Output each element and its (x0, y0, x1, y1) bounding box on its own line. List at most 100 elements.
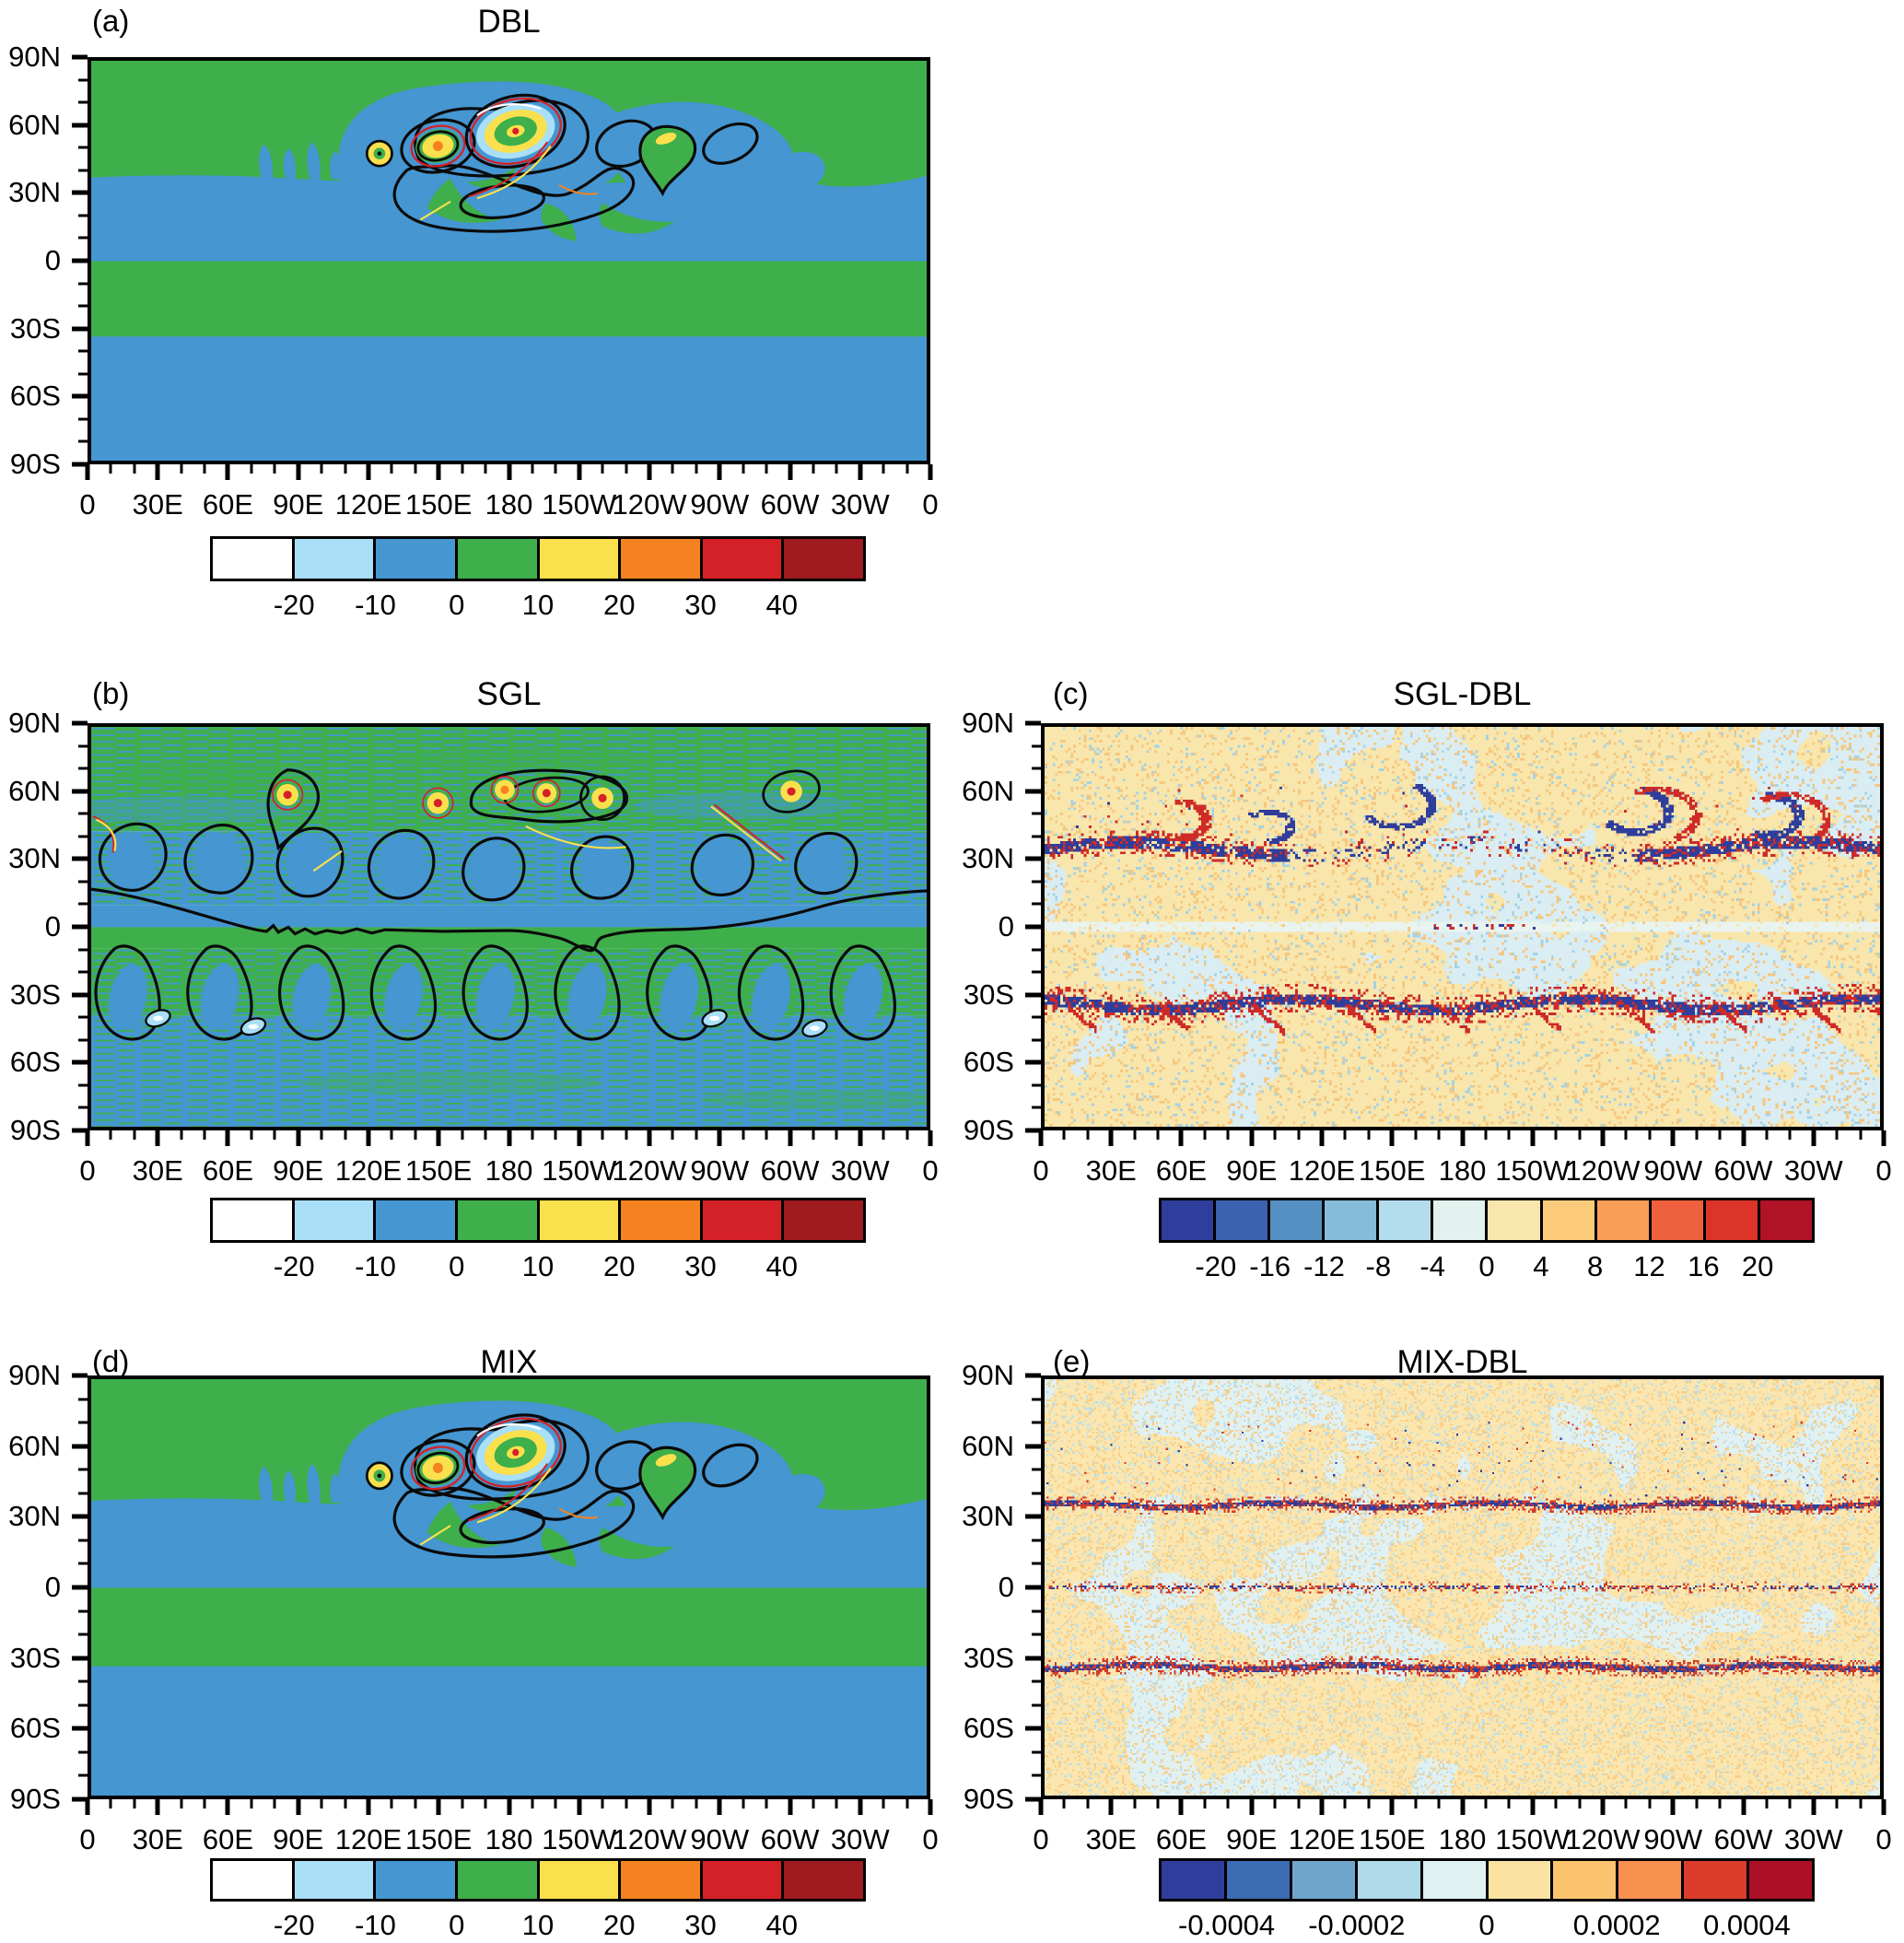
colorbar-tick-label: 30 (684, 1909, 717, 1941)
axis-tick (1437, 1799, 1441, 1808)
colorbar-tick-label: 0 (449, 589, 465, 621)
x-axis-labels: 0 30E 60E 90E 120E 150E 180 150W 120W 90W 60W 30W 0 (79, 1823, 938, 1856)
x-axis-tick-label: 120W (612, 1823, 687, 1855)
x-axis-tick-label: 30W (1783, 1154, 1843, 1187)
colorbar-segment (536, 1200, 619, 1240)
axis-tick (72, 1128, 88, 1133)
x-axis-tick-label: 150W (542, 488, 617, 521)
x-axis-tick-label: 120W (1565, 1823, 1641, 1855)
axis-tick (203, 1130, 206, 1140)
axis-tick (882, 1799, 885, 1808)
y-axis-tick-label: 0 (998, 910, 1014, 942)
x-axis-tick-label: 0 (922, 1154, 939, 1187)
axis-tick (647, 1799, 652, 1815)
axis-tick (695, 464, 698, 474)
map-plot-mix (88, 1375, 930, 1799)
axis-tick (554, 1130, 557, 1140)
panel-letter: (d) (92, 1344, 130, 1378)
axis-tick (1859, 1130, 1863, 1140)
colorbar-tick-label: -20 (1195, 1250, 1237, 1282)
x-axis-tick-label: 60E (202, 1823, 254, 1855)
axis-tick (78, 948, 88, 952)
colorbar-segment (1616, 1861, 1682, 1899)
axis-tick (390, 1799, 393, 1808)
axis-tick (1025, 1373, 1041, 1378)
colorbar-segment (1431, 1200, 1486, 1240)
axis-tick (78, 1773, 88, 1777)
axis-tick (366, 1799, 371, 1815)
colorbar-tick-label: -20 (273, 589, 315, 621)
y-axis-tick-label: 90S (963, 1783, 1014, 1815)
y-axis-tick-label: 30N (8, 176, 61, 209)
colorbar-tick-label: 0 (449, 1909, 465, 1941)
x-axis-tick-label: 30W (830, 1154, 890, 1187)
axis-tick (1695, 1799, 1699, 1808)
y-axis-labels: 90N 60N 30N 0 30S 60S 90S (0, 707, 61, 1146)
axis-tick (72, 1514, 88, 1519)
axis-tick (72, 326, 88, 332)
axis-tick (1032, 880, 1041, 884)
axis-tick (72, 1797, 88, 1802)
colorbar-segment (1376, 1200, 1431, 1240)
x-axis-tick-label: 0 (79, 1154, 96, 1187)
x-axis-tick-label: 150E (405, 1154, 473, 1187)
colorbar-segment (699, 1200, 782, 1240)
x-axis-tick-label: 0 (922, 488, 939, 521)
axis-tick (1032, 1773, 1041, 1777)
axis-tick (1367, 1799, 1371, 1808)
axis-tick (1530, 1130, 1536, 1146)
axis-tick (78, 835, 88, 838)
axis-tick (273, 1130, 276, 1140)
y-axis-tick-label: 30N (8, 842, 61, 875)
colorbar-segment (1594, 1200, 1649, 1240)
x-axis-tick-label: 120W (612, 1154, 687, 1187)
colorbar-segment (781, 1861, 863, 1899)
axis-tick (85, 1799, 90, 1815)
axis-tick (78, 78, 88, 82)
axis-tick (1032, 1633, 1041, 1636)
colorbar-tick-label: -10 (355, 589, 396, 621)
axis-tick (625, 1799, 628, 1808)
axis-tick (78, 1015, 88, 1019)
axis-tick (507, 1130, 511, 1146)
colorbar-tick-label: -16 (1249, 1250, 1291, 1282)
axis-tick (78, 1680, 88, 1683)
axis-tick (1108, 1799, 1114, 1815)
colorbar-tick-label: 30 (684, 1250, 717, 1282)
colorbar-tick-label: 10 (521, 589, 555, 621)
map-art-sgl (91, 727, 927, 1127)
axis-tick (742, 1130, 745, 1140)
x-axis-labels: 0 30E 60E 90E 120E 150E 180 150W 120W 90W 60W 30W 0 (79, 1154, 938, 1188)
x-axis-tick-label: 60W (1713, 1154, 1773, 1187)
axis-tick (882, 464, 885, 474)
axis-tick (78, 349, 88, 353)
map-art-dbl (91, 61, 927, 461)
colorbar-tick-label: -20 (273, 1909, 315, 1941)
y-axis-ticks (67, 720, 88, 1133)
x-axis-ticks (85, 464, 933, 483)
axis-tick (1032, 1609, 1041, 1613)
axis-tick (1025, 1656, 1041, 1661)
axis-tick (1178, 1799, 1184, 1815)
axis-tick (461, 1130, 464, 1140)
axis-tick (72, 393, 88, 399)
y-axis-tick-label: 90N (8, 707, 61, 739)
axis-tick (717, 1799, 722, 1815)
y-axis-tick-label: 90S (9, 1114, 61, 1146)
y-axis-tick-label: 90S (9, 448, 61, 480)
axis-tick (78, 744, 88, 748)
x-axis-tick-label: 60E (1155, 1823, 1208, 1855)
axis-tick (1025, 1128, 1041, 1133)
axis-tick (78, 970, 88, 974)
x-axis-tick-label: 90E (1226, 1154, 1278, 1187)
axis-tick (1062, 1799, 1066, 1808)
x-axis-tick-label: 90W (1643, 1154, 1703, 1187)
axis-tick (72, 924, 88, 930)
axis-tick (320, 464, 323, 474)
colorbar-tick-label: 4 (1533, 1250, 1549, 1282)
axis-tick (1086, 1799, 1090, 1808)
colorbar: -20 -10 0 10 20 30 40 (210, 1198, 866, 1282)
axis-tick (1460, 1130, 1465, 1146)
colorbar-tick-label: -20 (273, 1250, 315, 1282)
colorbar-segment (1485, 1861, 1551, 1899)
